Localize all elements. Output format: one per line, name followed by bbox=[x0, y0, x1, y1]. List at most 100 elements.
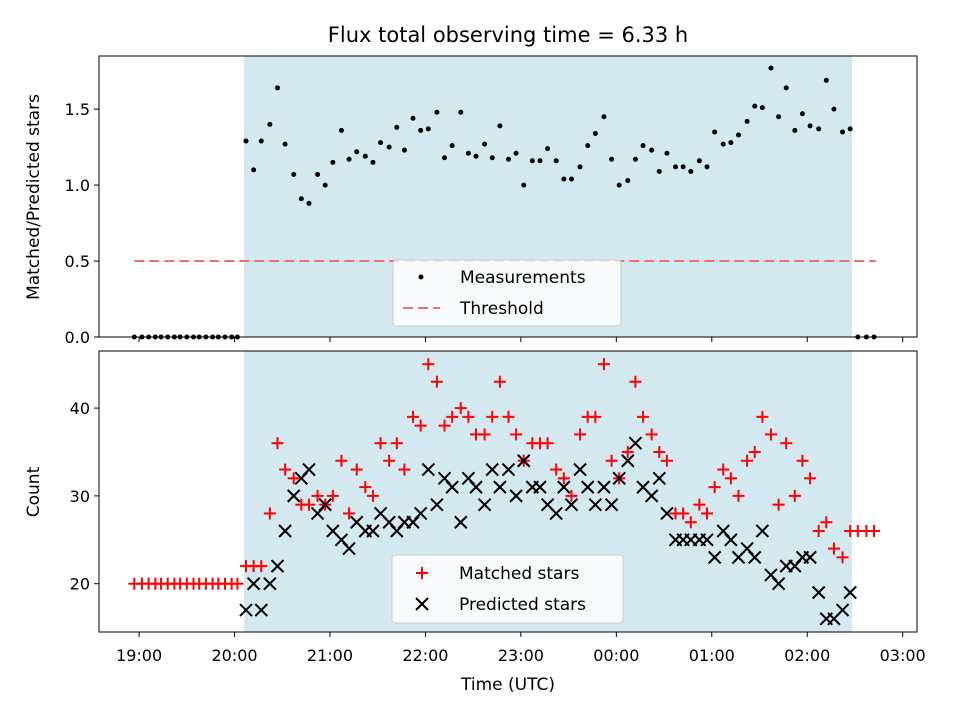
measurement-point bbox=[267, 121, 273, 127]
measurement-point bbox=[792, 127, 798, 133]
matched-star-marker bbox=[263, 507, 276, 520]
measurement-point bbox=[553, 158, 559, 164]
matched-star-marker bbox=[390, 437, 403, 450]
matched-star-marker bbox=[493, 375, 506, 388]
measurement-point bbox=[315, 171, 321, 177]
measurement-point bbox=[823, 77, 829, 83]
matched-star-marker bbox=[868, 525, 881, 538]
predicted-star-marker bbox=[588, 497, 603, 512]
matched-star-marker bbox=[231, 577, 244, 590]
matched-star-marker bbox=[541, 437, 554, 450]
top-y-tick-label: 0.5 bbox=[65, 252, 90, 271]
matched-star-marker bbox=[502, 410, 515, 423]
matched-star-marker bbox=[621, 445, 634, 458]
bottom-x-ticks: 19:00 20:00 21:00 22:00 23:00 00:00 01:00 02:00… bbox=[116, 632, 926, 665]
predicted-star-marker bbox=[564, 497, 579, 512]
matched-star-marker bbox=[438, 419, 451, 432]
measurement-point bbox=[386, 144, 392, 150]
measurement-point bbox=[712, 129, 718, 135]
bottom-x-tick-label: 20:00 bbox=[211, 646, 257, 665]
top-legend-box bbox=[392, 259, 622, 327]
predicted-star-marker bbox=[597, 480, 611, 494]
predicted-star-marker bbox=[621, 454, 635, 468]
matched-star-marker bbox=[374, 437, 387, 450]
chart-title: Flux total observing time = 6.33 h bbox=[328, 23, 688, 47]
measurement-point bbox=[473, 153, 479, 159]
matched-star-marker bbox=[454, 402, 467, 415]
predicted-star-marker bbox=[302, 462, 316, 477]
predicted-star-marker bbox=[604, 497, 619, 512]
predicted-star-marker bbox=[573, 462, 587, 477]
predicted-star-marker bbox=[748, 550, 762, 565]
measurement-point bbox=[434, 109, 440, 115]
matched-star-marker bbox=[478, 428, 491, 441]
matched-star-marker bbox=[660, 454, 673, 467]
matched-star-marker bbox=[407, 410, 420, 423]
predicted-star-marker bbox=[239, 603, 253, 617]
matched-star-marker bbox=[796, 454, 809, 467]
predicted-star-marker bbox=[454, 515, 468, 529]
matched-star-marker bbox=[350, 463, 363, 476]
matched-star-marker bbox=[398, 463, 411, 476]
matched-star-marker bbox=[756, 410, 769, 423]
measurement-point bbox=[497, 123, 503, 129]
measurement-point bbox=[640, 143, 646, 149]
matched-star-marker bbox=[748, 445, 761, 458]
measurement-point bbox=[362, 153, 368, 159]
predicted-star-marker bbox=[660, 506, 674, 521]
matched-star-marker bbox=[820, 516, 833, 529]
measurement-point bbox=[282, 141, 288, 147]
bottom-axes-frame bbox=[98, 350, 918, 633]
measurement-point bbox=[306, 200, 312, 206]
measurement-point bbox=[529, 158, 535, 164]
legend-predicted-label: Predicted stars bbox=[459, 595, 586, 615]
matched-star-marker bbox=[255, 560, 268, 573]
top-y-tick-label: 0.0 bbox=[65, 328, 90, 347]
matched-star-marker bbox=[486, 410, 499, 423]
measurement-point bbox=[656, 168, 662, 174]
top-y-axis-label: Matched/Predicted stars bbox=[24, 94, 44, 300]
measurement-point bbox=[625, 178, 631, 184]
bottom-y-tick-label: 30 bbox=[70, 487, 90, 506]
measurement-point bbox=[465, 150, 471, 156]
measurement-point bbox=[592, 130, 598, 136]
matched-star-marker bbox=[430, 375, 443, 388]
bottom-x-tick-label: 02:00 bbox=[784, 646, 830, 665]
measurement-point bbox=[585, 143, 591, 149]
predicted-star-marker bbox=[287, 489, 301, 503]
predicted-star-marker bbox=[318, 497, 332, 512]
measurement-point bbox=[609, 156, 615, 162]
top-x-ticks bbox=[138, 337, 904, 342]
predicted-star-marker bbox=[493, 480, 507, 494]
measurement-point bbox=[776, 114, 782, 120]
predicted-star-marker bbox=[342, 541, 356, 556]
bottom-x-tick-label: 19:00 bbox=[116, 646, 162, 665]
bottom-x-tick-label: 01:00 bbox=[689, 646, 735, 665]
top-y-tick-label: 1.0 bbox=[65, 176, 90, 195]
matched-star-marker bbox=[287, 472, 300, 485]
measurement-point bbox=[346, 156, 352, 162]
predicted-star-points bbox=[239, 436, 857, 626]
bottom-x-tick-label: 00:00 bbox=[593, 646, 639, 665]
measurement-point bbox=[649, 147, 655, 153]
matched-star-marker bbox=[422, 358, 435, 371]
matched-star-marker bbox=[827, 542, 840, 555]
measurement-point bbox=[831, 106, 837, 112]
measurement-point bbox=[768, 65, 774, 71]
matched-star-marker bbox=[574, 428, 587, 441]
top-axes-frame bbox=[98, 55, 918, 338]
matched-star-marker bbox=[732, 489, 745, 502]
predicted-star-marker bbox=[469, 480, 483, 494]
measurement-point bbox=[720, 141, 726, 147]
legend-predicted-marker bbox=[415, 597, 429, 611]
measurement-point bbox=[442, 155, 448, 161]
matched-star-marker bbox=[383, 454, 396, 467]
matched-star-marker bbox=[804, 472, 817, 485]
measurement-point bbox=[759, 105, 765, 111]
measurement-point bbox=[425, 126, 431, 132]
top-panel: 0.0 0.5 1.0 1.5 Matched/Predicted stars Mea… bbox=[24, 55, 918, 347]
measurement-point bbox=[394, 124, 400, 130]
predicted-star-marker bbox=[477, 497, 492, 512]
predicted-star-marker bbox=[509, 489, 523, 503]
